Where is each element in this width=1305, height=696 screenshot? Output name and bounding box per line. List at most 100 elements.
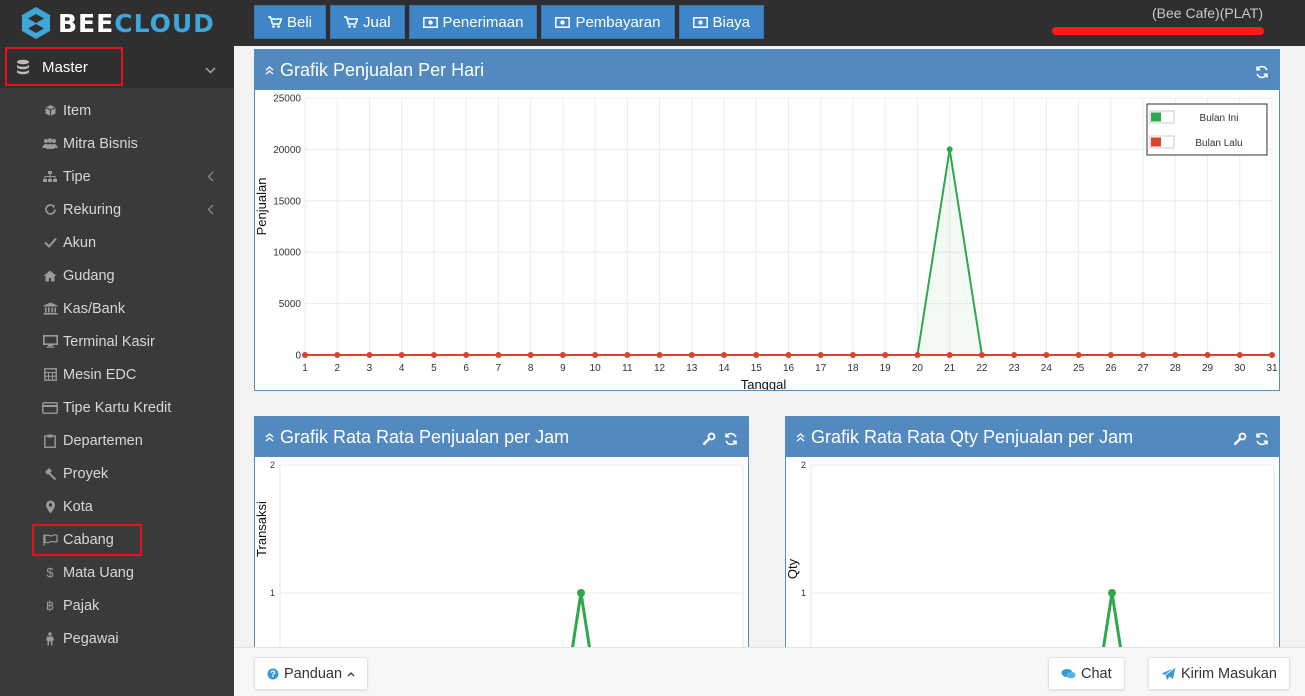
data-point	[785, 352, 792, 358]
x-tick-label: 26	[1105, 363, 1117, 374]
sidebar-item-proyek[interactable]: Proyek	[0, 457, 234, 490]
data-point	[1172, 352, 1179, 358]
y-axis-label: Qty	[786, 558, 800, 579]
data-point	[577, 589, 585, 597]
cube-icon	[42, 104, 58, 117]
collapse-icon[interactable]	[265, 65, 274, 75]
x-tick-label: 12	[654, 363, 666, 374]
data-point	[398, 352, 405, 358]
chevron-left-icon	[207, 170, 214, 186]
beli-button[interactable]: Beli	[254, 5, 327, 39]
y-axis-label: Transaksi	[255, 501, 269, 557]
sidebar: Master Item Mitra Bisnis Tipe Rekuring A…	[0, 46, 234, 696]
redaction-mark	[1052, 27, 1264, 35]
logo-text: BEECLOUD	[58, 8, 215, 38]
map-marker-icon	[42, 500, 58, 514]
gavel-icon	[42, 467, 58, 481]
y-tick-label: 2	[801, 460, 806, 470]
money-icon	[555, 16, 571, 28]
sidebar-item-item[interactable]: Item	[0, 94, 234, 127]
biaya-button[interactable]: Biaya	[678, 5, 765, 39]
data-point	[624, 352, 631, 358]
legend-label: Bulan Lalu	[1195, 138, 1242, 149]
sidebar-item-mitra-bisnis[interactable]: Mitra Bisnis	[0, 127, 234, 160]
sidebar-item-rekuring[interactable]: Rekuring	[0, 193, 234, 226]
app-logo[interactable]: BEECLOUD	[20, 6, 215, 40]
x-tick-label: 21	[944, 363, 956, 374]
sidebar-item-tipe-kartu-kredit[interactable]: Tipe Kartu Kredit	[0, 391, 234, 424]
calculator-icon	[42, 368, 58, 381]
hourly-qty-chart: 1 2 Qty	[786, 460, 1275, 655]
y-tick-label: 15000	[273, 196, 301, 207]
sidebar-item-mesin-edc[interactable]: Mesin EDC	[0, 358, 234, 391]
sidebar-item-pajak[interactable]: ฿ Pajak	[0, 589, 234, 622]
master-label: Master	[42, 58, 88, 76]
pembayaran-button[interactable]: Pembayaran	[541, 5, 675, 39]
legend-swatch	[1151, 112, 1161, 122]
data-point	[1107, 352, 1114, 358]
x-tick-label: 11	[622, 363, 633, 374]
y-tick-label: 1	[801, 588, 806, 598]
y-tick-label: 20000	[273, 145, 301, 156]
x-tick-label: 15	[751, 363, 763, 374]
x-tick-label: 2	[334, 363, 340, 374]
cart-icon	[268, 16, 282, 28]
legend-label: Bulan Ini	[1200, 113, 1239, 124]
y-tick-label: 2	[270, 460, 275, 470]
data-point	[559, 352, 566, 358]
data-point	[1204, 352, 1211, 358]
panduan-button[interactable]: ? Panduan	[254, 657, 369, 690]
money-icon	[422, 16, 438, 28]
sidebar-item-terminal-kasir[interactable]: Terminal Kasir	[0, 325, 234, 358]
bee-logo-icon	[22, 7, 50, 39]
company-name[interactable]: (Bee Cafe)(PLAT)	[1152, 5, 1263, 21]
refresh-icon[interactable]	[1255, 430, 1269, 451]
master-submenu: Item Mitra Bisnis Tipe Rekuring Akun Gud…	[0, 94, 234, 655]
collapse-icon[interactable]	[265, 432, 274, 442]
jual-button[interactable]: Jual	[330, 5, 405, 39]
chevron-left-icon	[207, 203, 214, 219]
daily-sales-panel: Grafik Penjualan Per Hari 0 5000 10000 1500…	[254, 49, 1280, 391]
penerimaan-button[interactable]: Penerimaan	[408, 5, 538, 39]
x-tick-label: 9	[560, 363, 566, 374]
x-tick-label: 29	[1202, 363, 1214, 374]
x-tick-label: 17	[815, 363, 827, 374]
sidebar-item-departemen[interactable]: Departemen	[0, 424, 234, 457]
data-point	[302, 352, 308, 358]
wrench-icon[interactable]	[1233, 430, 1247, 451]
sidebar-item-gudang[interactable]: Gudang	[0, 259, 234, 292]
sidebar-item-kota[interactable]: Kota	[0, 490, 234, 523]
x-tick-label: 14	[718, 363, 730, 374]
data-point	[656, 352, 663, 358]
data-point	[1043, 352, 1050, 358]
refresh-icon[interactable]	[724, 430, 738, 451]
sidebar-item-pegawai[interactable]: Pegawai	[0, 622, 234, 655]
wrench-icon[interactable]	[702, 430, 716, 451]
data-point	[1140, 352, 1147, 358]
chevron-up-icon	[347, 671, 355, 677]
clipboard-icon	[42, 434, 58, 448]
data-point	[495, 352, 502, 358]
sidebar-item-mata-uang[interactable]: $ Mata Uang	[0, 556, 234, 589]
collapse-icon[interactable]	[796, 432, 805, 442]
x-tick-label: 28	[1170, 363, 1182, 374]
sidebar-item-tipe[interactable]: Tipe	[0, 160, 234, 193]
question-circle-icon: ?	[267, 668, 279, 680]
sidebar-item-kas-bank[interactable]: Kas/Bank	[0, 292, 234, 325]
x-tick-label: 13	[686, 363, 698, 374]
data-point	[527, 352, 534, 358]
chat-button[interactable]: Chat	[1048, 657, 1125, 690]
data-point	[592, 352, 599, 358]
master-menu-toggle[interactable]: Master	[0, 46, 234, 88]
refresh-icon[interactable]	[1255, 63, 1269, 84]
data-point	[463, 352, 470, 358]
x-tick-label: 4	[399, 363, 405, 374]
x-tick-label: 20	[912, 363, 924, 374]
x-tick-label: 8	[528, 363, 534, 374]
kirim-masukan-button[interactable]: Kirim Masukan	[1148, 657, 1290, 690]
x-tick-label: 1	[302, 363, 308, 374]
sidebar-item-cabang[interactable]: Cabang	[0, 523, 234, 556]
data-point	[946, 146, 953, 153]
sidebar-item-akun[interactable]: Akun	[0, 226, 234, 259]
data-point	[849, 352, 856, 358]
